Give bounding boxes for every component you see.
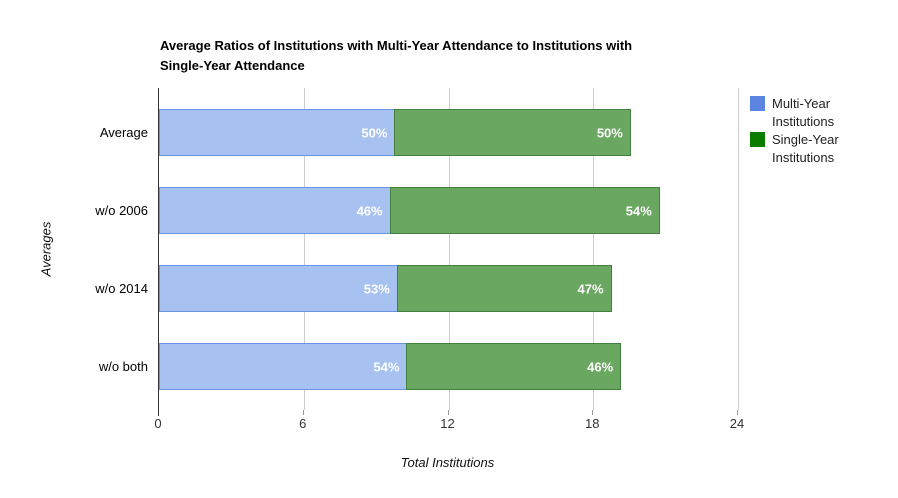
chart-title-line-2: Single-Year Attendance	[160, 58, 305, 73]
tick-mark-x-0	[158, 408, 159, 416]
bar-segment-multi-year[interactable]: 50%	[159, 109, 396, 156]
tick-mark-x-12	[447, 410, 449, 415]
bar-value-label: 50%	[361, 125, 388, 140]
legend-item-single-year[interactable]: Single-Year Institutions	[750, 131, 858, 167]
gridline-x-24	[738, 88, 739, 410]
legend-item-multi-year[interactable]: Multi-Year Institutions	[750, 95, 858, 131]
legend: Multi-Year Institutions Single-Year Inst…	[750, 95, 858, 167]
bar-row-1: 50% 50%	[159, 109, 631, 156]
bar-segment-single-year[interactable]: 54%	[389, 187, 660, 234]
category-label-w-o-both: w/o both	[98, 359, 148, 374]
bar-segment-single-year[interactable]: 46%	[406, 343, 622, 390]
x-axis-title: Total Institutions	[400, 455, 495, 470]
tick-mark-x-18	[592, 410, 594, 415]
bar-segment-single-year[interactable]: 47%	[396, 265, 612, 312]
bar-row-2: 46% 54%	[159, 187, 660, 234]
gridline-x-6	[303, 88, 305, 410]
tick-label-x-18: 18	[585, 416, 600, 431]
tick-mark-x-24	[737, 410, 738, 415]
chart-title: Average Ratios of Institutions with Mult…	[160, 36, 632, 76]
bar-value-label: 46%	[356, 203, 383, 218]
tick-mark-x-6	[302, 410, 304, 415]
bar-row-3: 53% 47%	[159, 265, 612, 312]
bar-value-label: 54%	[373, 359, 400, 374]
bar-value-label: 50%	[596, 125, 623, 140]
bar-segment-single-year[interactable]: 50%	[394, 109, 631, 156]
bar-row-4: 54% 46%	[159, 343, 622, 390]
category-label-average: Average	[99, 125, 148, 140]
bar-value-label: 54%	[625, 203, 652, 218]
bar-segment-multi-year[interactable]: 54%	[159, 343, 408, 390]
gridline-x-12	[448, 88, 450, 410]
legend-swatch-multi-year	[750, 96, 765, 111]
legend-label-single-year: Single-Year Institutions	[772, 132, 839, 165]
bar-segment-multi-year[interactable]: 46%	[159, 187, 391, 234]
category-label-w-o-2006: w/o 2006	[95, 203, 148, 218]
bar-value-label: 47%	[577, 281, 604, 296]
tick-label-x-12: 12	[440, 416, 455, 431]
tick-label-x-6: 6	[299, 416, 307, 431]
category-label-w-o-2014: w/o 2014	[95, 281, 148, 296]
chart-title-line-1: Average Ratios of Institutions with Mult…	[160, 38, 633, 53]
gridline-x-18	[593, 88, 595, 410]
tick-label-x-0: 0	[154, 416, 162, 431]
bar-value-label: 46%	[587, 359, 614, 374]
legend-swatch-single-year	[750, 132, 765, 147]
bar-segment-multi-year[interactable]: 53%	[159, 265, 398, 312]
plot-area: 50% 50% 46% 54% 53% 47% 54% 46%	[158, 88, 739, 410]
bar-value-label: 53%	[363, 281, 390, 296]
tick-label-x-24: 24	[729, 416, 745, 431]
legend-label-multi-year: Multi-Year Institutions	[772, 96, 835, 129]
